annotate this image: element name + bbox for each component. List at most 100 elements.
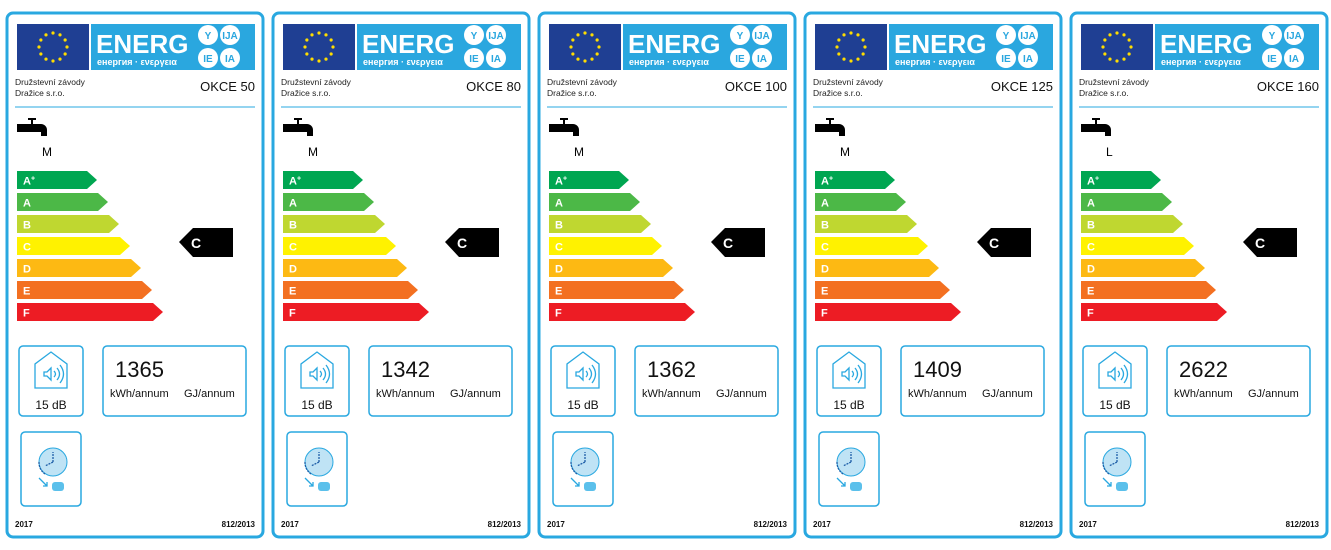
language-circle — [1018, 25, 1038, 45]
class-letter: D — [289, 264, 297, 276]
house-icon — [34, 351, 68, 389]
timer-arrow — [836, 477, 846, 487]
manufacturer: Družstevní závody — [547, 77, 618, 87]
language-circle — [730, 48, 750, 68]
energ-title: ENERG — [894, 29, 986, 59]
energy-unit: kWh/annum — [376, 388, 435, 400]
language-code: IA — [225, 54, 235, 65]
class-arrow — [1081, 237, 1194, 255]
class-letter-main: E — [821, 286, 828, 298]
class-letter: A+ — [821, 176, 833, 188]
noise-level: 15 dB — [1099, 398, 1130, 412]
class-letter-main: E — [1087, 286, 1094, 298]
class-letter-main: A — [289, 198, 297, 210]
class-letter-main: D — [821, 264, 829, 276]
class-letter-main: B — [555, 220, 563, 232]
class-letter-main: C — [821, 242, 829, 254]
class-letter: B — [23, 220, 31, 232]
class-arrow — [17, 193, 108, 211]
class-letter: D — [1087, 264, 1095, 276]
class-letter-main: F — [555, 308, 562, 320]
flag-star — [571, 38, 575, 42]
class-arrow — [815, 303, 961, 321]
energy-unit: kWh/annum — [110, 388, 169, 400]
class-letter: A+ — [289, 176, 301, 188]
class-letter-main: A — [821, 198, 829, 210]
class-letter-main: D — [23, 264, 31, 276]
class-letter-main: A — [1087, 198, 1095, 210]
year: 2017 — [813, 520, 831, 529]
language-code: IJA — [488, 31, 504, 42]
flag-star — [1127, 52, 1131, 56]
eu-flag — [1081, 24, 1153, 70]
language-code: IJA — [1020, 31, 1036, 42]
manufacturer: Družstevní závody — [813, 77, 884, 87]
class-letter: C — [289, 242, 297, 254]
class-arrow — [17, 171, 97, 189]
flag-star — [856, 57, 860, 61]
class-letter-sup: + — [1095, 176, 1099, 183]
energ-subtitle: енергия · ενεργεια — [895, 57, 975, 67]
class-arrow — [17, 281, 152, 299]
language-circle — [464, 25, 484, 45]
flag-star — [595, 52, 599, 56]
flag-star — [1127, 38, 1131, 42]
class-letter-main: D — [1087, 264, 1095, 276]
language-circle — [1018, 48, 1038, 68]
gj-unit: GJ/annum — [450, 388, 501, 400]
flag-star — [310, 57, 314, 61]
year: 2017 — [547, 520, 565, 529]
rating-arrow — [711, 228, 765, 257]
class-letter-sup: + — [31, 176, 35, 183]
timer-hands — [570, 452, 586, 475]
class-letter: A+ — [555, 176, 567, 188]
sound-icon — [1107, 364, 1129, 384]
class-arrow — [1081, 303, 1227, 321]
class-letter-sup: + — [563, 176, 567, 183]
water-drop — [584, 482, 596, 491]
class-letter: A — [821, 198, 829, 210]
flag-star — [863, 45, 867, 49]
flag-star — [44, 57, 48, 61]
language-circle — [752, 25, 772, 45]
timer-arrow — [570, 477, 580, 487]
gj-unit: GJ/annum — [982, 388, 1033, 400]
timer-hands — [1102, 452, 1118, 475]
class-arrow — [815, 171, 895, 189]
language-code: IJA — [222, 31, 238, 42]
class-arrow — [1081, 281, 1216, 299]
class-letter-main: A — [23, 198, 31, 210]
class-letter: F — [555, 308, 562, 320]
class-letter-main: F — [23, 308, 30, 320]
energ-title: ENERG — [362, 29, 454, 59]
flag-star — [1103, 38, 1107, 42]
flag-star — [329, 52, 333, 56]
energy-box — [1166, 345, 1311, 417]
class-letter: C — [23, 242, 31, 254]
flag-star — [837, 52, 841, 56]
class-letter: F — [23, 308, 30, 320]
flag-star — [595, 38, 599, 42]
energy-box — [102, 345, 247, 417]
language-code: IE — [1001, 54, 1011, 65]
language-code: IA — [1023, 54, 1033, 65]
energy-box — [368, 345, 513, 417]
class-letter: C — [555, 242, 563, 254]
language-code: IA — [1289, 54, 1299, 65]
regulation: 812/2013 — [754, 520, 788, 529]
energ-subtitle: енергия · ενεργεια — [363, 57, 443, 67]
flag-star — [324, 33, 328, 37]
house-icon — [832, 351, 866, 389]
energy-unit: kWh/annum — [1174, 388, 1233, 400]
language-code: IJA — [1286, 31, 1302, 42]
timer-hands — [836, 452, 852, 475]
class-letter: A — [23, 198, 31, 210]
tap-icon — [1081, 118, 1111, 136]
language-code: Y — [205, 31, 212, 42]
flag-star — [590, 57, 594, 61]
language-code: Y — [1269, 31, 1276, 42]
class-letter-main: A — [555, 198, 563, 210]
tap-icon — [549, 118, 579, 136]
energ-title: ENERG — [1160, 29, 1252, 59]
class-arrow — [815, 281, 950, 299]
